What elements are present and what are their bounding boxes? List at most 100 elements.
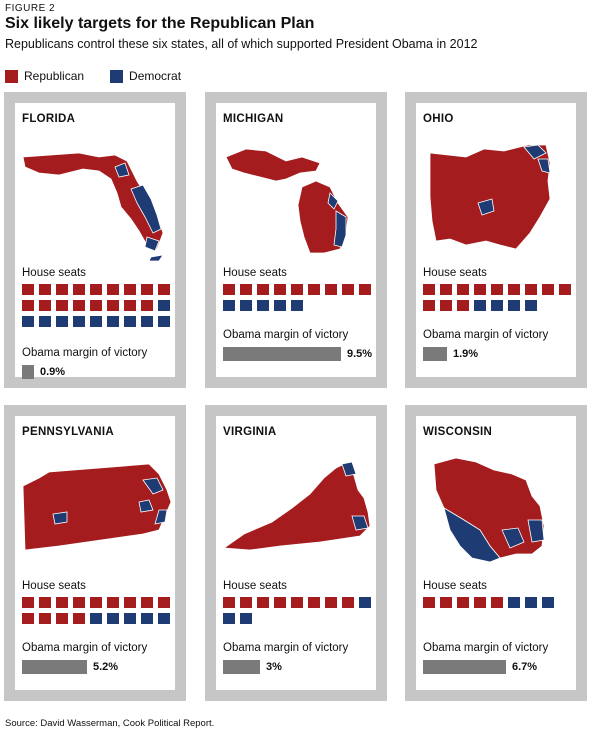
seat-democrat — [542, 597, 554, 608]
house-seats-label: House seats — [223, 267, 287, 279]
seat-democrat — [107, 316, 119, 327]
democrat-district — [148, 254, 164, 262]
seat-republican — [158, 597, 170, 608]
seat-republican — [308, 597, 320, 608]
seat-democrat — [141, 613, 153, 624]
margin-value: 1.9% — [453, 348, 479, 360]
seat-republican — [440, 284, 452, 295]
republican-districts — [225, 148, 349, 254]
seat-democrat — [141, 316, 153, 327]
chart-subtitle: Republicans control these six states, al… — [5, 37, 478, 51]
seat-republican — [22, 597, 34, 608]
margin-label: Obama margin of victory — [22, 642, 148, 654]
seat-republican — [491, 284, 503, 295]
democrat-district — [52, 511, 68, 525]
seat-republican — [508, 284, 520, 295]
democrat-district — [477, 198, 495, 216]
seat-republican — [90, 597, 102, 608]
state-map-michigan — [225, 148, 349, 254]
margin-row: 6.7% — [423, 660, 537, 674]
seat-republican — [325, 284, 337, 295]
seat-republican — [141, 300, 153, 311]
seat-democrat — [39, 316, 51, 327]
republican-districts — [429, 144, 551, 250]
state-panel-florida: FLORIDA House seats Obama margin of victor… — [4, 92, 186, 388]
house-seats-grid — [22, 597, 182, 624]
seat-democrat — [508, 300, 520, 311]
seat-democrat — [508, 597, 520, 608]
seat-republican — [423, 284, 435, 295]
democrat-district — [114, 162, 130, 178]
house-seats-label: House seats — [223, 580, 287, 592]
seat-republican — [457, 597, 469, 608]
seat-democrat — [158, 316, 170, 327]
republican-districts — [222, 461, 371, 551]
democrat-district — [341, 461, 357, 477]
seat-republican — [440, 300, 452, 311]
seat-republican — [291, 284, 303, 295]
state-panel-wisconsin: WISCONSIN House seats Obama margin of vict… — [405, 405, 587, 701]
seat-republican — [73, 300, 85, 311]
state-name: FLORIDA — [22, 113, 76, 125]
seat-republican — [107, 284, 119, 295]
democrat-district — [130, 184, 162, 234]
house-seats-label: House seats — [22, 267, 86, 279]
seat-republican — [56, 613, 68, 624]
margin-bar — [423, 347, 447, 361]
seat-democrat — [525, 300, 537, 311]
seat-republican — [124, 300, 136, 311]
republican-districts — [22, 152, 164, 250]
republican-districts — [433, 457, 545, 559]
seat-republican — [73, 597, 85, 608]
legend-item-republican: Republican — [5, 69, 84, 83]
seat-republican — [90, 300, 102, 311]
state-name: WISCONSIN — [423, 426, 493, 438]
seat-republican — [141, 597, 153, 608]
margin-row: 9.5% — [223, 347, 372, 361]
house-seats-label: House seats — [423, 267, 487, 279]
seat-republican — [342, 597, 354, 608]
state-name: MICHIGAN — [223, 113, 284, 125]
seat-democrat — [90, 316, 102, 327]
democrat-district — [523, 144, 547, 160]
seat-democrat — [90, 613, 102, 624]
seat-democrat — [124, 316, 136, 327]
republican-districts — [22, 463, 171, 551]
legend-label-democrat: Democrat — [129, 69, 182, 83]
seat-republican — [223, 284, 235, 295]
state-map-ohio — [429, 144, 551, 250]
margin-label: Obama margin of victory — [423, 642, 549, 654]
state-panel-ohio: OHIO House seats Obama margin of victory 1.… — [405, 92, 587, 388]
seat-democrat — [56, 316, 68, 327]
seat-republican — [39, 300, 51, 311]
seat-democrat — [291, 300, 303, 311]
seat-republican — [491, 597, 503, 608]
seat-democrat — [274, 300, 286, 311]
seat-democrat — [474, 300, 486, 311]
seat-republican — [257, 597, 269, 608]
state-panel-body: OHIO House seats Obama margin of victory 1.… — [416, 103, 576, 377]
seat-republican — [124, 284, 136, 295]
seat-republican — [56, 300, 68, 311]
state-panel-body: WISCONSIN House seats Obama margin of vict… — [416, 416, 576, 690]
house-seats-label: House seats — [22, 580, 86, 592]
seat-republican — [107, 300, 119, 311]
seat-democrat — [491, 300, 503, 311]
seat-republican — [56, 597, 68, 608]
democrat-district — [443, 507, 501, 563]
seat-democrat — [158, 300, 170, 311]
state-map-pennsylvania — [22, 463, 171, 551]
margin-row: 0.9% — [22, 365, 65, 379]
margin-label: Obama margin of victory — [223, 642, 349, 654]
seat-republican — [56, 284, 68, 295]
margin-label: Obama margin of victory — [223, 329, 349, 341]
state-panel-body: FLORIDA House seats Obama margin of victor… — [15, 103, 175, 379]
state-panel-pennsylvania: PENNSYLVANIA House seats Obama margin of v… — [4, 405, 186, 701]
house-seats-grid — [22, 284, 182, 327]
seat-democrat — [223, 300, 235, 311]
democrat-district — [327, 192, 339, 210]
state-map-florida — [22, 152, 164, 262]
seat-democrat — [525, 597, 537, 608]
seat-republican — [308, 284, 320, 295]
seat-republican — [423, 597, 435, 608]
